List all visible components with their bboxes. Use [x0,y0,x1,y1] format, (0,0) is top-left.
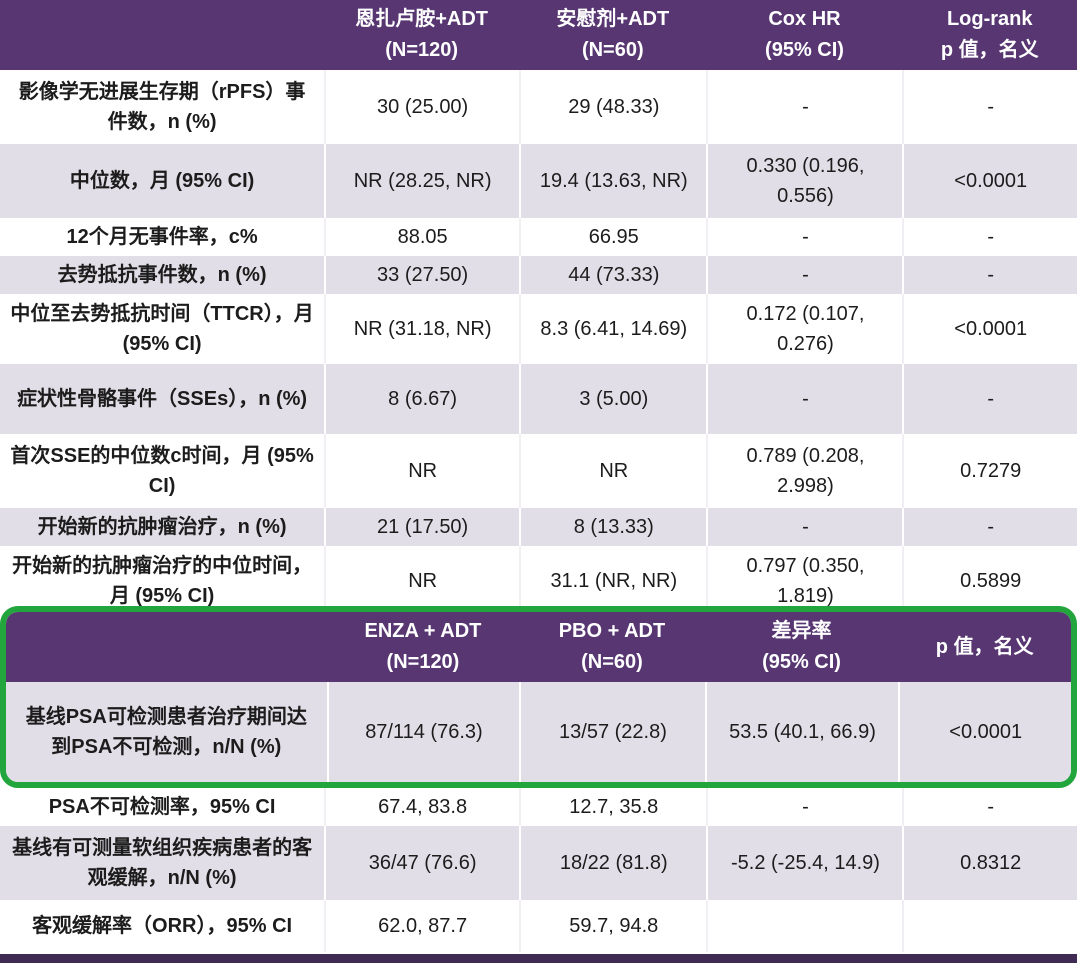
table-row-objective-response: 基线有可测量软组织疾病患者的客观缓解，n/N (%) 36/47 (76.6) … [0,826,1077,900]
header-col-enzalutamide: 恩扎卢胺+ADT (N=120) [355,8,489,61]
table-row-median-time-new-therapy: 开始新的抗肿瘤治疗的中位时间，月 (95% CI) NR 31.1 (NR, N… [0,546,1077,616]
header-empty-cell [0,0,324,70]
header-col-placebo: 安慰剂+ADT (N=60) [556,8,670,61]
table-row-new-therapy: 开始新的抗肿瘤治疗，n (%) 21 (17.50) 8 (13.33) - - [0,508,1077,546]
table-row-castration-resistance-events: 去势抵抗事件数，n (%) 33 (27.50) 44 (73.33) - - [0,256,1077,294]
table-row-ttcr: 中位至去势抵抗时间（TTCR），月 (95% CI) NR (31.18, NR… [0,294,1077,364]
table-row-time-to-first-sse: 首次SSE的中位数c时间，月 (95% CI) NR NR 0.789 (0.2… [0,434,1077,508]
table-row-orr-ci: 客观缓解率（ORR），95% CI 62.0, 87.7 59.7, 94.8 [0,900,1077,952]
header-row-primary: 恩扎卢胺+ADT (N=120) 安慰剂+ADT (N=60) Cox HR (… [0,0,1077,70]
table-row-median-rpfs: 中位数，月 (95% CI) NR (28.25, NR) 19.4 (13.6… [0,144,1077,218]
table-row-psa-undetectable-ci: PSA不可检测率，95% CI 67.4, 83.8 12.7, 35.8 - … [0,788,1077,826]
table-row-sses: 症状性骨骼事件（SSEs），n (%) 8 (6.67) 3 (5.00) - … [0,364,1077,434]
table-row-rpfs-events: 影像学无进展生存期（rPFS）事件数，n (%) 30 (25.00) 29 (… [0,70,1077,144]
header-col-p-nominal: p 值，名义 [935,635,1034,658]
table-row-undetectable-psa: 基线PSA可检测患者治疗期间达到PSA不可检测，n/N (%) 87/114 (… [6,682,1071,782]
header-col-cox-hr: Cox HR (95% CI) [765,8,844,61]
header2-empty-cell [6,612,327,682]
header-col-logrank-p: Log-rank p 值，名义 [940,8,1039,61]
header-col-enza-adt: ENZA + ADT (N=120) [364,620,482,673]
header-col-pbo-adt: PBO + ADT (N=60) [558,620,666,673]
header-row-secondary: ENZA + ADT (N=120) PBO + ADT (N=60) 差异率 … [6,612,1071,682]
table-row-12mo-event-free: 12个月无事件率，c% 88.05 66.95 - - [0,218,1077,256]
psa-highlight-box: ENZA + ADT (N=120) PBO + ADT (N=60) 差异率 … [0,606,1077,788]
header-col-rate-difference: 差异率 (95% CI) [762,620,841,673]
